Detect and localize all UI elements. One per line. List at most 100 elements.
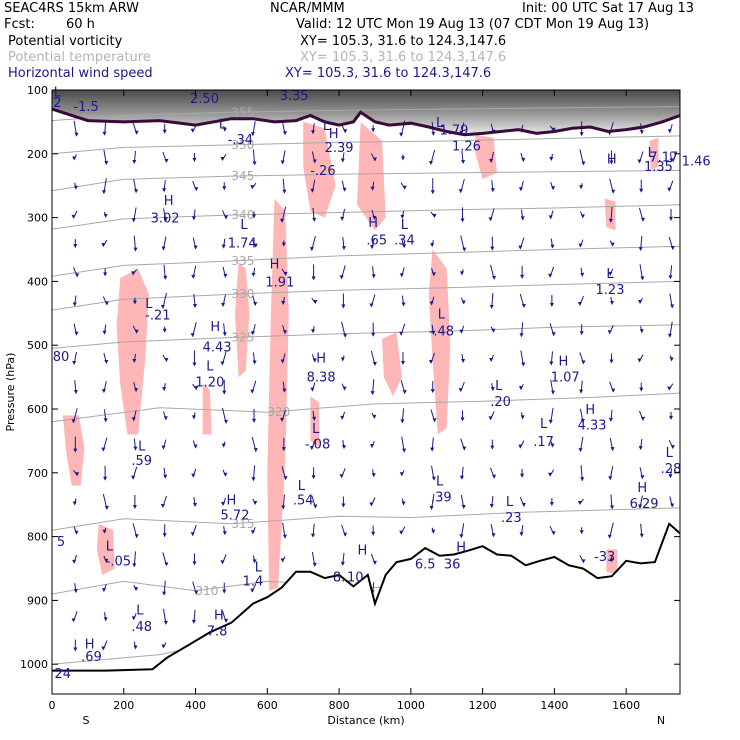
wind-vector-head bbox=[101, 447, 106, 452]
wind-vector-head bbox=[580, 418, 585, 423]
y-tick-label: 100 bbox=[27, 84, 48, 97]
wind-vector-head bbox=[639, 188, 644, 193]
pv-region bbox=[303, 121, 336, 218]
wind-vector-head bbox=[281, 301, 286, 306]
wind-vector-head bbox=[250, 132, 255, 137]
wind-vector-head bbox=[610, 242, 615, 247]
isentrope-label: 340 bbox=[231, 208, 254, 222]
extremum-label: 1.74 bbox=[228, 237, 257, 252]
wind-vector-head bbox=[164, 357, 169, 362]
wind-vector-head bbox=[372, 414, 377, 419]
wind-vector-head bbox=[518, 245, 523, 250]
wind-vector-head bbox=[283, 476, 288, 481]
extremum-label: L bbox=[606, 267, 614, 282]
wind-vector-head bbox=[252, 559, 257, 564]
wind-vector-head bbox=[313, 504, 318, 509]
wind-vector-head bbox=[607, 534, 612, 539]
extremum-label: 24 bbox=[54, 667, 71, 682]
wind-vector-head bbox=[581, 360, 586, 365]
wind-vector-head bbox=[193, 245, 198, 250]
wind-vector-head bbox=[104, 359, 109, 364]
extremum-label: 2.50 bbox=[190, 92, 219, 107]
wind-vector-head bbox=[71, 419, 76, 424]
isentrope-label: 330 bbox=[231, 287, 254, 301]
wind-vector-head bbox=[669, 357, 674, 362]
wind-vector-head bbox=[163, 620, 168, 625]
wind-vector-head bbox=[579, 185, 584, 190]
wind-vector-head bbox=[101, 389, 106, 394]
isentrope-label: 310 bbox=[196, 584, 219, 598]
wind-vector-head bbox=[253, 448, 258, 453]
wind-vector-head bbox=[489, 357, 494, 362]
wind-vector-head bbox=[280, 218, 285, 223]
wind-vector-head bbox=[343, 532, 348, 537]
init-time: Init: 00 UTC Sat 17 Aug 13 bbox=[522, 1, 695, 16]
wind-vector-head bbox=[580, 477, 585, 482]
wind-vector-head bbox=[104, 506, 109, 511]
wind-vector-head bbox=[548, 419, 553, 424]
wind-vector-head bbox=[638, 300, 643, 305]
wind-vector-head bbox=[340, 357, 345, 362]
wind-vector-head bbox=[164, 158, 169, 163]
extremum-label: 1.91 bbox=[265, 276, 294, 291]
wind-vector-head bbox=[281, 505, 286, 510]
extremum-label: .39 bbox=[431, 491, 452, 506]
isentrope-355 bbox=[52, 106, 680, 122]
wind-vector-head bbox=[311, 130, 316, 135]
wind-vector-head bbox=[431, 131, 436, 136]
wind-vector-head bbox=[280, 417, 285, 422]
wind-vector-head bbox=[402, 185, 407, 190]
wind-vector-head bbox=[134, 534, 139, 539]
wind-vector-head bbox=[283, 534, 288, 539]
wind-vector-head bbox=[103, 617, 108, 622]
extremum-label: -.26 bbox=[310, 164, 335, 179]
wind-vector-head bbox=[340, 158, 345, 163]
wind-vector-head bbox=[134, 130, 139, 135]
wind-vector-head bbox=[432, 213, 437, 218]
wind-vector-head bbox=[402, 448, 407, 453]
wind-vector-head bbox=[579, 530, 584, 535]
wind-vector-head bbox=[489, 504, 494, 509]
wind-vector-head bbox=[282, 388, 287, 393]
wind-vector-head bbox=[430, 389, 435, 394]
wind-vector-head bbox=[431, 330, 436, 335]
pv-region bbox=[428, 249, 451, 435]
wind-vector-head bbox=[430, 190, 435, 195]
extremum-label: .23 bbox=[501, 511, 522, 526]
wind-vector-head bbox=[490, 246, 495, 251]
wind-vector-head bbox=[459, 271, 464, 276]
wind-vector-head bbox=[312, 358, 317, 363]
field-legend-wind: Horizontal wind speed bbox=[8, 66, 153, 81]
wind-vector-head bbox=[72, 501, 77, 506]
extremum-label: 5 bbox=[57, 535, 65, 550]
pv-region bbox=[382, 332, 402, 397]
wind-vector-head bbox=[193, 444, 198, 449]
wind-vector-head bbox=[131, 417, 136, 422]
wind-vector-head bbox=[309, 446, 314, 451]
wind-vector-head bbox=[549, 156, 554, 161]
wind-vector-head bbox=[607, 330, 612, 335]
wind-vector-head bbox=[489, 158, 494, 163]
extremum-label: .20 bbox=[490, 395, 511, 410]
wind-vector-head bbox=[283, 271, 288, 276]
wind-vector-head bbox=[492, 474, 497, 479]
y-axis-label: Pressure (hPa) bbox=[4, 353, 17, 432]
wind-vector-head bbox=[101, 588, 106, 593]
wind-vector-head bbox=[550, 443, 555, 448]
extremum-label: 3.02 bbox=[151, 212, 180, 227]
wind-vector-head bbox=[668, 275, 673, 280]
wind-vector-head bbox=[371, 473, 376, 478]
extremum-label: -.48 bbox=[429, 325, 454, 340]
wind-vector-head bbox=[428, 359, 433, 364]
wind-vector-head bbox=[71, 214, 76, 219]
wind-vector-head bbox=[551, 332, 556, 337]
extremum-label: H bbox=[558, 355, 568, 370]
wind-vector-head bbox=[491, 328, 496, 333]
wind-vector-head bbox=[578, 243, 583, 248]
wind-vector-head bbox=[669, 158, 674, 163]
extremum-label: H bbox=[316, 351, 326, 366]
pv-region bbox=[475, 134, 497, 180]
wind-vector-head bbox=[342, 187, 347, 192]
wind-vector-head bbox=[223, 472, 228, 477]
wind-vector-head bbox=[520, 415, 525, 420]
